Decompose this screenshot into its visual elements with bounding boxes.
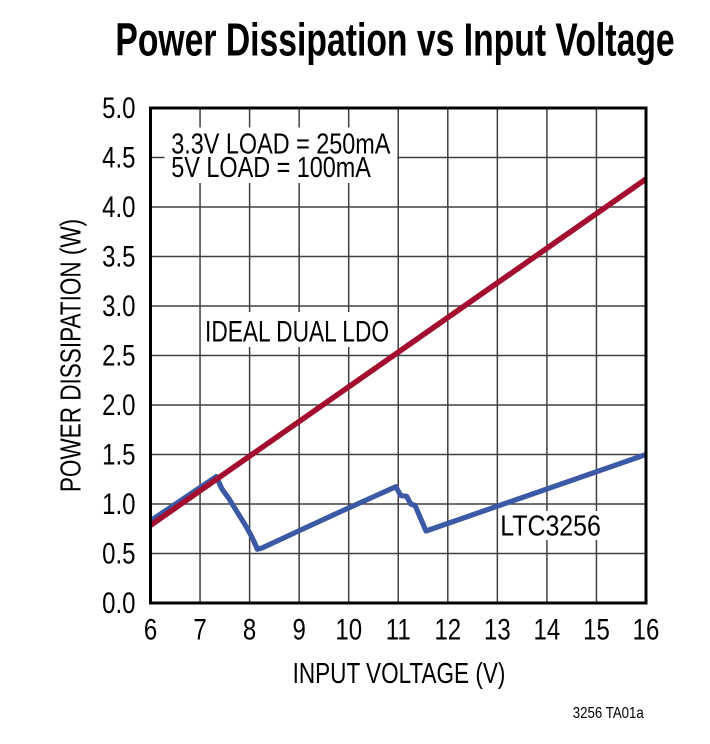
svg-text:INPUT VOLTAGE (V): INPUT VOLTAGE (V): [293, 656, 506, 690]
svg-text:4.0: 4.0: [102, 189, 135, 223]
svg-text:7: 7: [193, 612, 206, 646]
svg-text:3.3V LOAD = 250mA: 3.3V LOAD = 250mA: [171, 127, 391, 160]
svg-text:16: 16: [633, 612, 660, 646]
svg-text:12: 12: [434, 612, 461, 646]
svg-text:11: 11: [386, 612, 411, 646]
svg-text:1.5: 1.5: [102, 437, 135, 471]
svg-text:0.5: 0.5: [102, 536, 135, 570]
svg-text:6: 6: [144, 612, 157, 646]
svg-text:LTC3256: LTC3256: [500, 510, 601, 542]
svg-text:9: 9: [292, 612, 305, 646]
svg-text:3256 TA01a: 3256 TA01a: [573, 705, 645, 722]
svg-text:8: 8: [243, 612, 256, 646]
svg-text:2.0: 2.0: [102, 387, 135, 421]
svg-text:3.5: 3.5: [102, 239, 135, 273]
svg-text:POWER DISSIPATION (W): POWER DISSIPATION (W): [56, 219, 87, 492]
svg-text:10: 10: [335, 612, 362, 646]
svg-text:13: 13: [484, 612, 511, 646]
svg-text:5.0: 5.0: [102, 90, 135, 124]
svg-text:0.0: 0.0: [102, 585, 135, 619]
svg-text:5V LOAD = 100mA: 5V LOAD = 100mA: [171, 151, 371, 184]
svg-text:IDEAL DUAL LDO: IDEAL DUAL LDO: [205, 315, 389, 349]
svg-text:14: 14: [534, 612, 561, 646]
svg-text:Power Dissipation vs Input Vol: Power Dissipation vs Input Voltage: [115, 13, 674, 65]
svg-text:1.0: 1.0: [102, 486, 135, 520]
svg-text:2.5: 2.5: [102, 338, 135, 372]
svg-text:15: 15: [583, 612, 610, 646]
svg-text:3.0: 3.0: [102, 288, 135, 322]
svg-text:4.5: 4.5: [102, 140, 135, 174]
